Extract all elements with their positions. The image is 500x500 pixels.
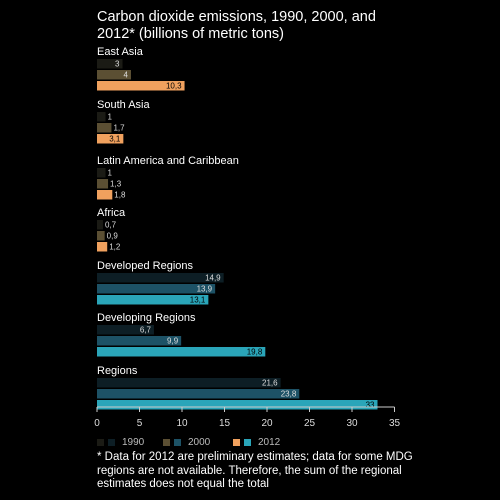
group-label: East Asia [97,46,144,58]
bar [97,347,266,357]
bar [97,325,154,335]
data-label: 1 [108,113,113,122]
data-label: 13,9 [197,285,213,294]
bar [97,70,131,80]
legend-swatch [174,438,181,446]
bar [97,242,108,252]
data-label: 13,1 [190,296,206,305]
bar [97,400,378,410]
data-label: 21,6 [262,379,278,388]
legend-item: 2000 [163,436,211,448]
legend-item: 1990 [97,436,145,448]
group-label: Developing Regions [97,312,196,324]
group-label: Latin America and Caribbean [97,155,239,167]
legend-swatch [97,438,104,446]
bar [97,284,216,294]
bar [97,273,224,283]
bar [97,378,281,388]
bar [97,134,124,144]
data-label: 6,7 [140,326,152,335]
data-label: 4 [124,71,129,80]
group-label: Africa [97,207,126,219]
bar [97,168,106,178]
x-tick-label: 25 [304,418,316,429]
data-label: 10,3 [166,82,182,91]
data-label: 1,8 [114,191,126,200]
bar [97,190,113,200]
group-label: South Asia [97,99,150,111]
data-label: 1,3 [110,180,122,189]
legend-item: 2012 [233,436,281,448]
bar [97,179,109,189]
bar [97,59,123,69]
bar [97,389,300,399]
footnote: * Data for 2012 are preliminary estimate… [97,451,413,490]
legend-label: 2012 [258,436,281,448]
data-label: 23,8 [281,390,297,399]
x-tick-label: 10 [176,418,188,429]
bar [97,123,112,133]
legend-label: 1990 [122,436,145,448]
data-label: 1 [108,169,113,178]
data-label: 0,7 [105,221,117,230]
data-label: 1,2 [109,243,121,252]
legend-label: 2000 [188,436,211,448]
data-label: 19,8 [247,348,263,357]
bar [97,336,182,346]
data-label: 14,9 [205,274,221,283]
x-tick-label: 35 [389,418,401,429]
legend-swatch [163,438,170,446]
x-tick-label: 5 [137,418,143,429]
legend-swatch [244,438,251,446]
x-tick-label: 20 [261,418,273,429]
x-tick-label: 0 [94,418,100,429]
data-label: 3 [115,60,120,69]
bar [97,81,185,91]
bar [97,112,106,122]
data-label: 3,1 [109,135,121,144]
bar [97,231,105,241]
legend-swatch [233,438,240,446]
legend-swatch [108,438,115,446]
chart-title: Carbon dioxide emissions, 1990, 2000, an… [97,9,376,42]
data-label: 33 [366,401,375,410]
data-label: 0,9 [107,232,119,241]
data-label: 1,7 [113,124,125,133]
data-label: 9,9 [167,337,179,346]
bar [97,295,209,305]
x-tick-label: 15 [219,418,231,429]
group-label: Regions [97,365,138,377]
bar [97,220,103,230]
group-label: Developed Regions [97,260,194,272]
x-tick-label: 30 [346,418,358,429]
